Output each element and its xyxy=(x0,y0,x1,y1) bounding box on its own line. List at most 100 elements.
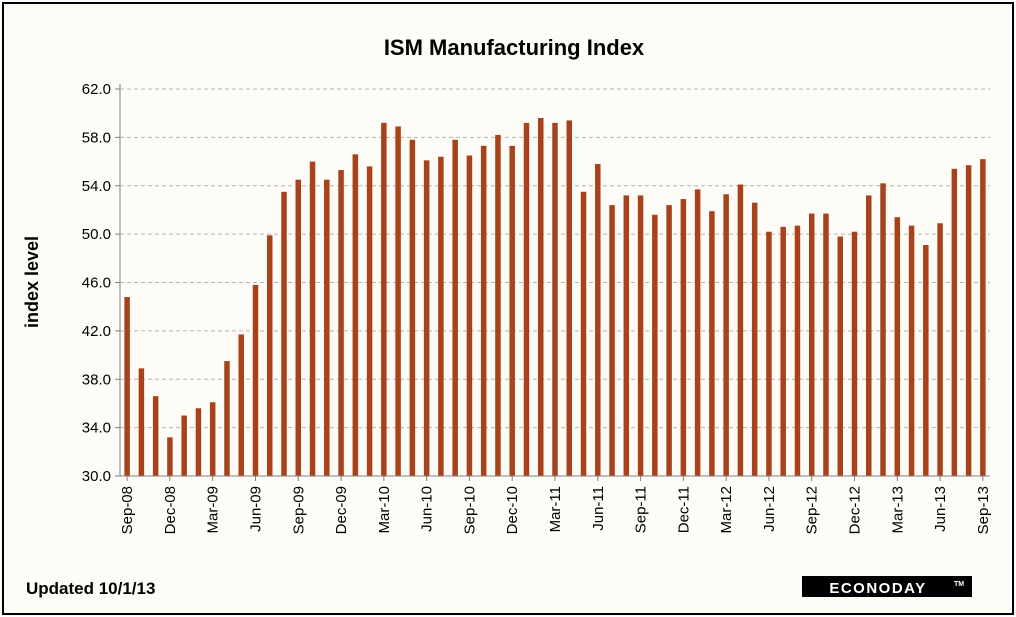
x-tick-label: Sep-13 xyxy=(975,486,992,534)
y-tick-label: 58.0 xyxy=(82,129,111,146)
bar xyxy=(552,122,558,477)
bar xyxy=(937,223,943,476)
bar xyxy=(381,122,387,477)
bar xyxy=(281,191,287,477)
logo-text: ECONODAY xyxy=(829,580,926,597)
bar xyxy=(751,202,758,476)
chart: ISM Manufacturing Index index level 30.0… xyxy=(22,35,992,598)
x-tick-label: Dec-11 xyxy=(675,486,692,533)
bar xyxy=(965,165,972,476)
x-tick-label: Sep-11 xyxy=(633,486,650,533)
bar xyxy=(566,120,573,476)
bar xyxy=(438,156,444,477)
bar xyxy=(637,195,644,477)
x-tick-label: Jun-13 xyxy=(932,486,949,532)
bar xyxy=(480,145,487,476)
bar xyxy=(951,168,958,476)
bar xyxy=(309,161,316,476)
bar xyxy=(267,235,273,476)
bar xyxy=(466,155,473,476)
bar xyxy=(238,334,244,476)
bar xyxy=(167,437,173,476)
x-axis-ticks: Sep-08 Dec-08 Mar-09 Jun-09 Sep-09 Dec-09 Mar-… xyxy=(119,476,992,534)
bar xyxy=(580,191,587,477)
bar xyxy=(423,160,430,476)
y-tick-label: 62.0 xyxy=(82,81,111,98)
bar xyxy=(680,199,687,477)
bar xyxy=(295,179,302,476)
bar xyxy=(837,236,843,476)
bar xyxy=(923,245,929,476)
bar xyxy=(866,195,872,477)
bar xyxy=(880,183,886,476)
bar xyxy=(224,361,230,476)
y-axis-ticks: 30.0 34.0 38.0 42.0 46.0 50.0 54.0 58.0 62.0 xyxy=(82,81,120,485)
bar xyxy=(338,170,344,476)
bar xyxy=(808,213,815,476)
x-tick-label: Mar-10 xyxy=(376,486,393,534)
bar xyxy=(152,396,159,476)
x-tick-label: Sep-08 xyxy=(119,486,136,534)
bar xyxy=(780,226,786,476)
bar xyxy=(709,211,715,476)
bar xyxy=(352,154,359,476)
bar xyxy=(623,195,630,477)
bar xyxy=(694,189,701,476)
bar xyxy=(766,231,772,476)
bar xyxy=(366,166,373,476)
bar xyxy=(409,139,416,477)
bar xyxy=(794,225,801,476)
bar xyxy=(523,122,530,477)
y-tick-label: 42.0 xyxy=(82,323,111,340)
y-tick-label: 30.0 xyxy=(82,468,111,485)
bar xyxy=(823,213,829,476)
bar xyxy=(395,126,401,477)
bar xyxy=(495,134,501,476)
x-tick-label: Sep-12 xyxy=(804,486,821,534)
x-tick-label: Jun-09 xyxy=(248,486,265,532)
x-tick-label: Mar-12 xyxy=(718,486,735,534)
bar xyxy=(851,231,858,476)
x-tick-label: Sep-09 xyxy=(290,486,307,534)
x-tick-label: Jun-12 xyxy=(761,486,778,532)
bar xyxy=(124,297,130,476)
updated-label: Updated 10/1/13 xyxy=(26,579,155,598)
bar xyxy=(652,214,658,476)
bar xyxy=(666,205,672,476)
bar xyxy=(138,368,145,476)
y-tick-label: 38.0 xyxy=(82,371,111,388)
y-axis-label: index level xyxy=(22,236,42,328)
bar xyxy=(195,408,202,476)
x-tick-label: Jun-11 xyxy=(590,486,607,531)
bar xyxy=(209,402,216,476)
bars xyxy=(124,118,986,477)
x-tick-label: Mar-11 xyxy=(547,486,564,532)
chart-title: ISM Manufacturing Index xyxy=(384,35,645,60)
y-tick-label: 50.0 xyxy=(82,226,111,243)
x-tick-label: Dec-09 xyxy=(333,486,350,534)
y-tick-label: 54.0 xyxy=(82,178,111,195)
x-tick-label: Sep-10 xyxy=(461,486,478,534)
bar xyxy=(324,179,330,476)
bar xyxy=(609,205,615,476)
x-tick-label: Jun-10 xyxy=(419,486,436,532)
bar xyxy=(908,225,915,476)
x-tick-label: Mar-13 xyxy=(889,486,906,534)
bar xyxy=(980,159,986,476)
bar xyxy=(894,217,901,476)
x-tick-label: Mar-09 xyxy=(205,486,222,534)
econoday-logo: ECONODAY TM xyxy=(802,576,972,597)
bar xyxy=(452,139,458,477)
bar xyxy=(181,415,187,476)
x-tick-label: Dec-08 xyxy=(162,486,179,534)
bar xyxy=(252,284,259,476)
bar xyxy=(537,118,544,477)
bar xyxy=(723,194,729,476)
x-tick-label: Dec-10 xyxy=(504,486,521,534)
bar xyxy=(509,145,515,476)
logo-tm: TM xyxy=(954,581,964,588)
bar xyxy=(595,163,601,477)
x-tick-label: Dec-12 xyxy=(847,486,864,534)
y-tick-label: 34.0 xyxy=(82,420,111,437)
